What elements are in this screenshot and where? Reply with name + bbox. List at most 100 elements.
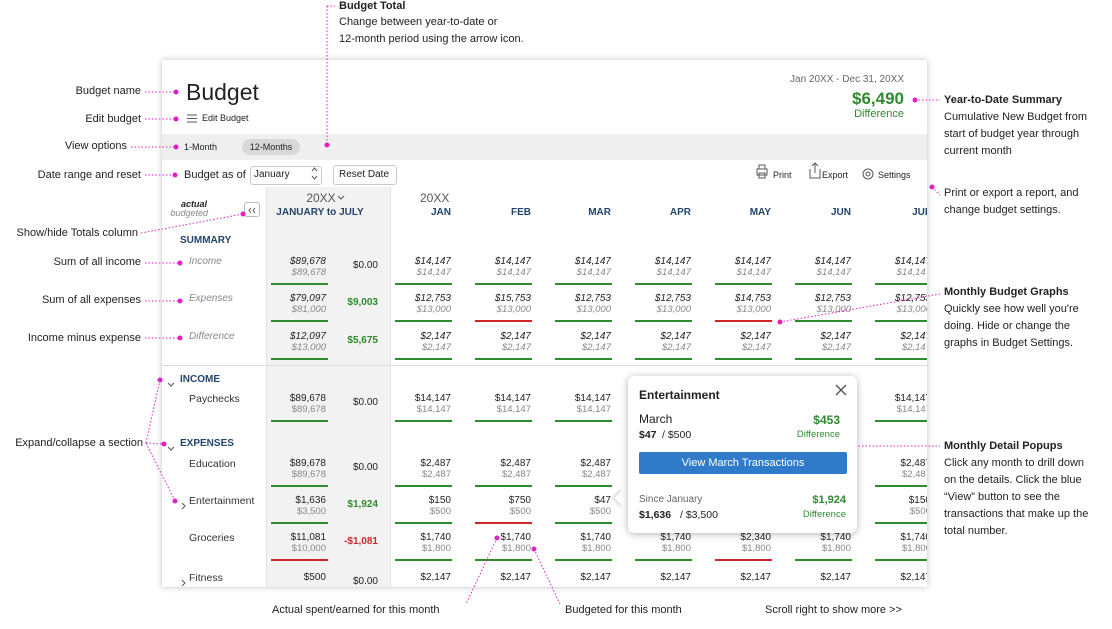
month-actual[interactable]: $2,147	[580, 331, 611, 342]
total-period[interactable]: JANUARY to JULY	[276, 207, 364, 218]
month-budgeted: $13,000	[496, 304, 531, 315]
month-actual[interactable]: $2,147	[900, 572, 927, 583]
month-actual[interactable]: $2,147	[580, 572, 611, 583]
actual-label: actual	[180, 199, 207, 209]
month-actual[interactable]: $2,147	[820, 572, 851, 583]
month-actual[interactable]: $14,147	[574, 393, 611, 404]
month-header[interactable]: JUL	[912, 207, 927, 218]
month-actual[interactable]: $150	[908, 495, 927, 506]
month-actual[interactable]: $2,487	[500, 458, 531, 469]
collapse-button[interactable]	[244, 202, 260, 217]
month-actual[interactable]: $14,147	[814, 256, 851, 267]
reset-date[interactable]: Reset Date	[338, 169, 390, 180]
section-header[interactable]: EXPENSES	[180, 438, 234, 449]
edit-budget[interactable]: Edit Budget	[202, 113, 249, 123]
month-actual[interactable]: $12,753	[654, 293, 691, 304]
month-actual[interactable]: $1,740	[820, 532, 851, 543]
month-budgeted: $2,487	[901, 469, 927, 480]
month-actual[interactable]: $15,753	[494, 293, 531, 304]
total-actual: $12,097	[289, 331, 326, 342]
month-actual[interactable]: $2,147	[660, 572, 691, 583]
month-header[interactable]: JUN	[830, 207, 851, 218]
month-actual[interactable]: $2,147	[820, 331, 851, 342]
budget-bar	[271, 358, 328, 360]
view-option[interactable]: 12-Months	[249, 142, 293, 152]
month-actual[interactable]: $12,753	[414, 293, 451, 304]
month-actual[interactable]: $47	[594, 495, 611, 506]
month-actual[interactable]: $2,147	[420, 331, 451, 342]
month-header[interactable]: MAR	[588, 207, 611, 218]
month-actual[interactable]: $2,147	[740, 331, 771, 342]
budget-title: Budget	[186, 79, 259, 105]
total-budgeted: $10,000	[291, 543, 326, 554]
month-actual[interactable]: $2,487	[900, 458, 927, 469]
view-transactions[interactable]: View March Transactions	[681, 457, 805, 469]
budget-bar	[555, 420, 612, 422]
month-header[interactable]: JAN	[430, 207, 451, 218]
export[interactable]: Export	[822, 170, 849, 180]
annotation-text: Change between year-to-date or	[339, 16, 498, 28]
month-actual[interactable]: $14,147	[414, 256, 451, 267]
annotation-text: total number.	[944, 525, 1008, 537]
month-actual[interactable]: $1,740	[420, 532, 451, 543]
view-button[interactable]	[639, 452, 847, 474]
month-actual[interactable]: $14,147	[894, 256, 927, 267]
row-label[interactable]: Paychecks	[189, 393, 240, 405]
row-label[interactable]: Fitness	[189, 572, 223, 584]
month-actual[interactable]: $14,147	[734, 256, 771, 267]
close-button[interactable]	[834, 383, 848, 397]
section-header[interactable]: INCOME	[180, 374, 220, 385]
settings[interactable]: Settings	[878, 170, 911, 180]
budget-bar	[271, 522, 328, 524]
month-actual[interactable]: $2,147	[660, 331, 691, 342]
popup-since-difference-label: Difference	[802, 509, 846, 520]
month-actual[interactable]: $2,487	[420, 458, 451, 469]
month-actual[interactable]: $12,753	[574, 293, 611, 304]
month-actual[interactable]: $2,340	[740, 532, 771, 543]
month-actual[interactable]: $150	[428, 495, 451, 506]
month-actual[interactable]: $1,740	[580, 532, 611, 543]
chevron	[180, 497, 188, 510]
month-actual[interactable]: $14,147	[494, 256, 531, 267]
budget-bar	[795, 358, 852, 360]
print[interactable]: Print	[773, 170, 792, 180]
month-budgeted: $2,487	[501, 469, 531, 480]
month-actual[interactable]: $14,147	[494, 393, 531, 404]
section-header: SUMMARY	[180, 235, 232, 246]
month-actual[interactable]: $2,147	[740, 572, 771, 583]
month-select[interactable]: January	[254, 169, 290, 180]
month-actual[interactable]: $2,487	[580, 458, 611, 469]
month-header[interactable]: APR	[669, 207, 691, 218]
month-actual[interactable]: $1,740	[900, 532, 927, 543]
month-actual[interactable]: $1,740	[500, 532, 531, 543]
month-actual[interactable]: $2,147	[420, 572, 451, 583]
row-label[interactable]: Education	[189, 458, 236, 470]
annotation-text: Click any month to drill down	[944, 457, 1085, 469]
month-header[interactable]: MAY	[749, 207, 771, 218]
budget-bar	[635, 559, 692, 561]
popup-actual: $47	[639, 429, 657, 441]
month-actual[interactable]: $14,147	[574, 256, 611, 267]
month-actual[interactable]: $14,753	[734, 293, 771, 304]
budget-bar	[555, 485, 612, 487]
month-actual[interactable]: $2,147	[900, 331, 927, 342]
popup-difference: $453	[813, 413, 840, 427]
month-actual[interactable]: $14,147	[654, 256, 691, 267]
view-option[interactable]: 1-Month	[184, 142, 218, 152]
row-label[interactable]: Entertainment	[189, 495, 255, 507]
month-actual[interactable]: $14,147	[894, 393, 927, 404]
month-budgeted: $500	[909, 506, 927, 517]
month-actual[interactable]: $750	[508, 495, 531, 506]
month-actual[interactable]: $2,147	[500, 331, 531, 342]
month-actual[interactable]: $14,147	[414, 393, 451, 404]
reset-button[interactable]	[333, 165, 397, 185]
total-actual: $89,678	[289, 256, 326, 267]
total-actual: $89,678	[289, 393, 326, 404]
annotation-text: graphs in Budget Settings.	[944, 337, 1074, 349]
summary-label: Difference	[854, 108, 904, 120]
select-box[interactable]	[250, 166, 322, 185]
month-actual[interactable]: $1,740	[660, 532, 691, 543]
month-header[interactable]: FEB	[511, 207, 531, 218]
month-actual[interactable]: $2,147	[500, 572, 531, 583]
row-label[interactable]: Groceries	[189, 532, 235, 544]
